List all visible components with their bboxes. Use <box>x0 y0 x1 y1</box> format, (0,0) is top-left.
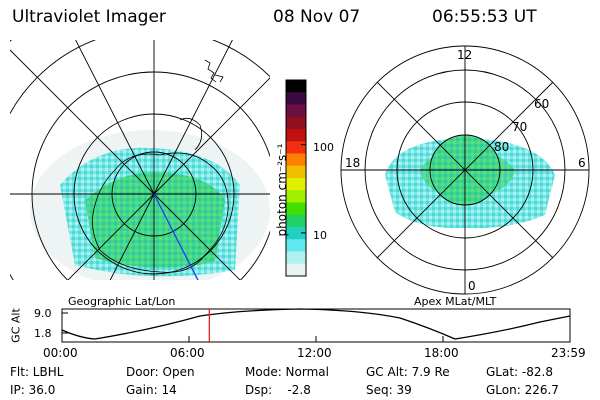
status-seq: Seq: 39 <box>366 383 412 397</box>
lat-label-60: 60 <box>534 97 550 111</box>
status-dsp: Dsp: -2.8 <box>245 383 311 397</box>
colorbar-segment <box>286 141 306 154</box>
orbit-x-tick-2359: 23:59 <box>551 346 586 360</box>
status-glat: GLat: -82.8 <box>486 365 553 379</box>
lat-label-80: 80 <box>494 140 510 154</box>
colorbar-tick-10: 10 <box>313 229 327 242</box>
colorbar-segment <box>286 129 306 142</box>
orbit-x-tick-0600: 06:00 <box>170 346 205 360</box>
colorbar-segment <box>286 202 306 216</box>
mlt-label-18: 18 <box>345 156 361 170</box>
colorbar-segment <box>286 239 306 252</box>
colorbar-segment <box>286 116 306 130</box>
colorbar-unit-label: photon cm⁻²s⁻¹ <box>275 143 289 237</box>
colorbar-segment <box>286 153 306 167</box>
colorbar-segment <box>286 227 306 240</box>
colorbar-segment <box>286 214 306 228</box>
status-glon: GLon: 226.7 <box>486 383 559 397</box>
colorbar-segment <box>286 263 306 277</box>
geographic-panel-label: Geographic Lat/Lon <box>68 295 176 308</box>
colorbar-segment <box>286 80 306 93</box>
colorbar-segment <box>286 165 306 179</box>
orbit-y-tick-9: 9.0 <box>34 307 52 320</box>
status-gc-alt: GC Alt: 7.9 Re <box>366 365 450 379</box>
colorbar-segment <box>286 190 306 203</box>
mlt-label-12: 12 <box>457 48 473 62</box>
colorbar-segment <box>286 178 306 191</box>
observation-time: 06:55:53 UT <box>432 7 537 27</box>
mlt-label-6: 6 <box>578 156 586 170</box>
colorbar <box>285 79 307 277</box>
observation-date: 08 Nov 07 <box>273 7 361 27</box>
status-filter: Flt: LBHL <box>10 365 64 379</box>
orbit-x-tick-0000: 00:00 <box>43 346 78 360</box>
polar-map <box>340 45 590 295</box>
mlt-label-0: 0 <box>468 279 476 293</box>
orbit-y-tick-1-8: 1.8 <box>34 327 52 340</box>
geographic-map <box>10 40 270 280</box>
colorbar-frame <box>285 79 307 277</box>
orbit-x-tick-1200: 12:00 <box>297 346 332 360</box>
colorbar-segment <box>286 251 306 265</box>
lat-label-70: 70 <box>512 120 528 134</box>
orbit-y-axis-label: GC Alt <box>9 308 23 343</box>
instrument-title: Ultraviolet Imager <box>12 7 166 27</box>
orbit-plot <box>61 308 571 343</box>
status-ip: IP: 36.0 <box>10 383 56 397</box>
colorbar-segment <box>286 104 306 118</box>
orbit-x-tick-1800: 18:00 <box>424 346 459 360</box>
colorbar-segment <box>286 92 306 105</box>
colorbar-tick-100: 100 <box>313 141 334 154</box>
status-mode: Mode: Normal <box>245 365 329 379</box>
status-door: Door: Open <box>126 365 195 379</box>
status-gain: Gain: 14 <box>126 383 177 397</box>
polar-panel-label: Apex MLat/MLT <box>414 295 497 308</box>
